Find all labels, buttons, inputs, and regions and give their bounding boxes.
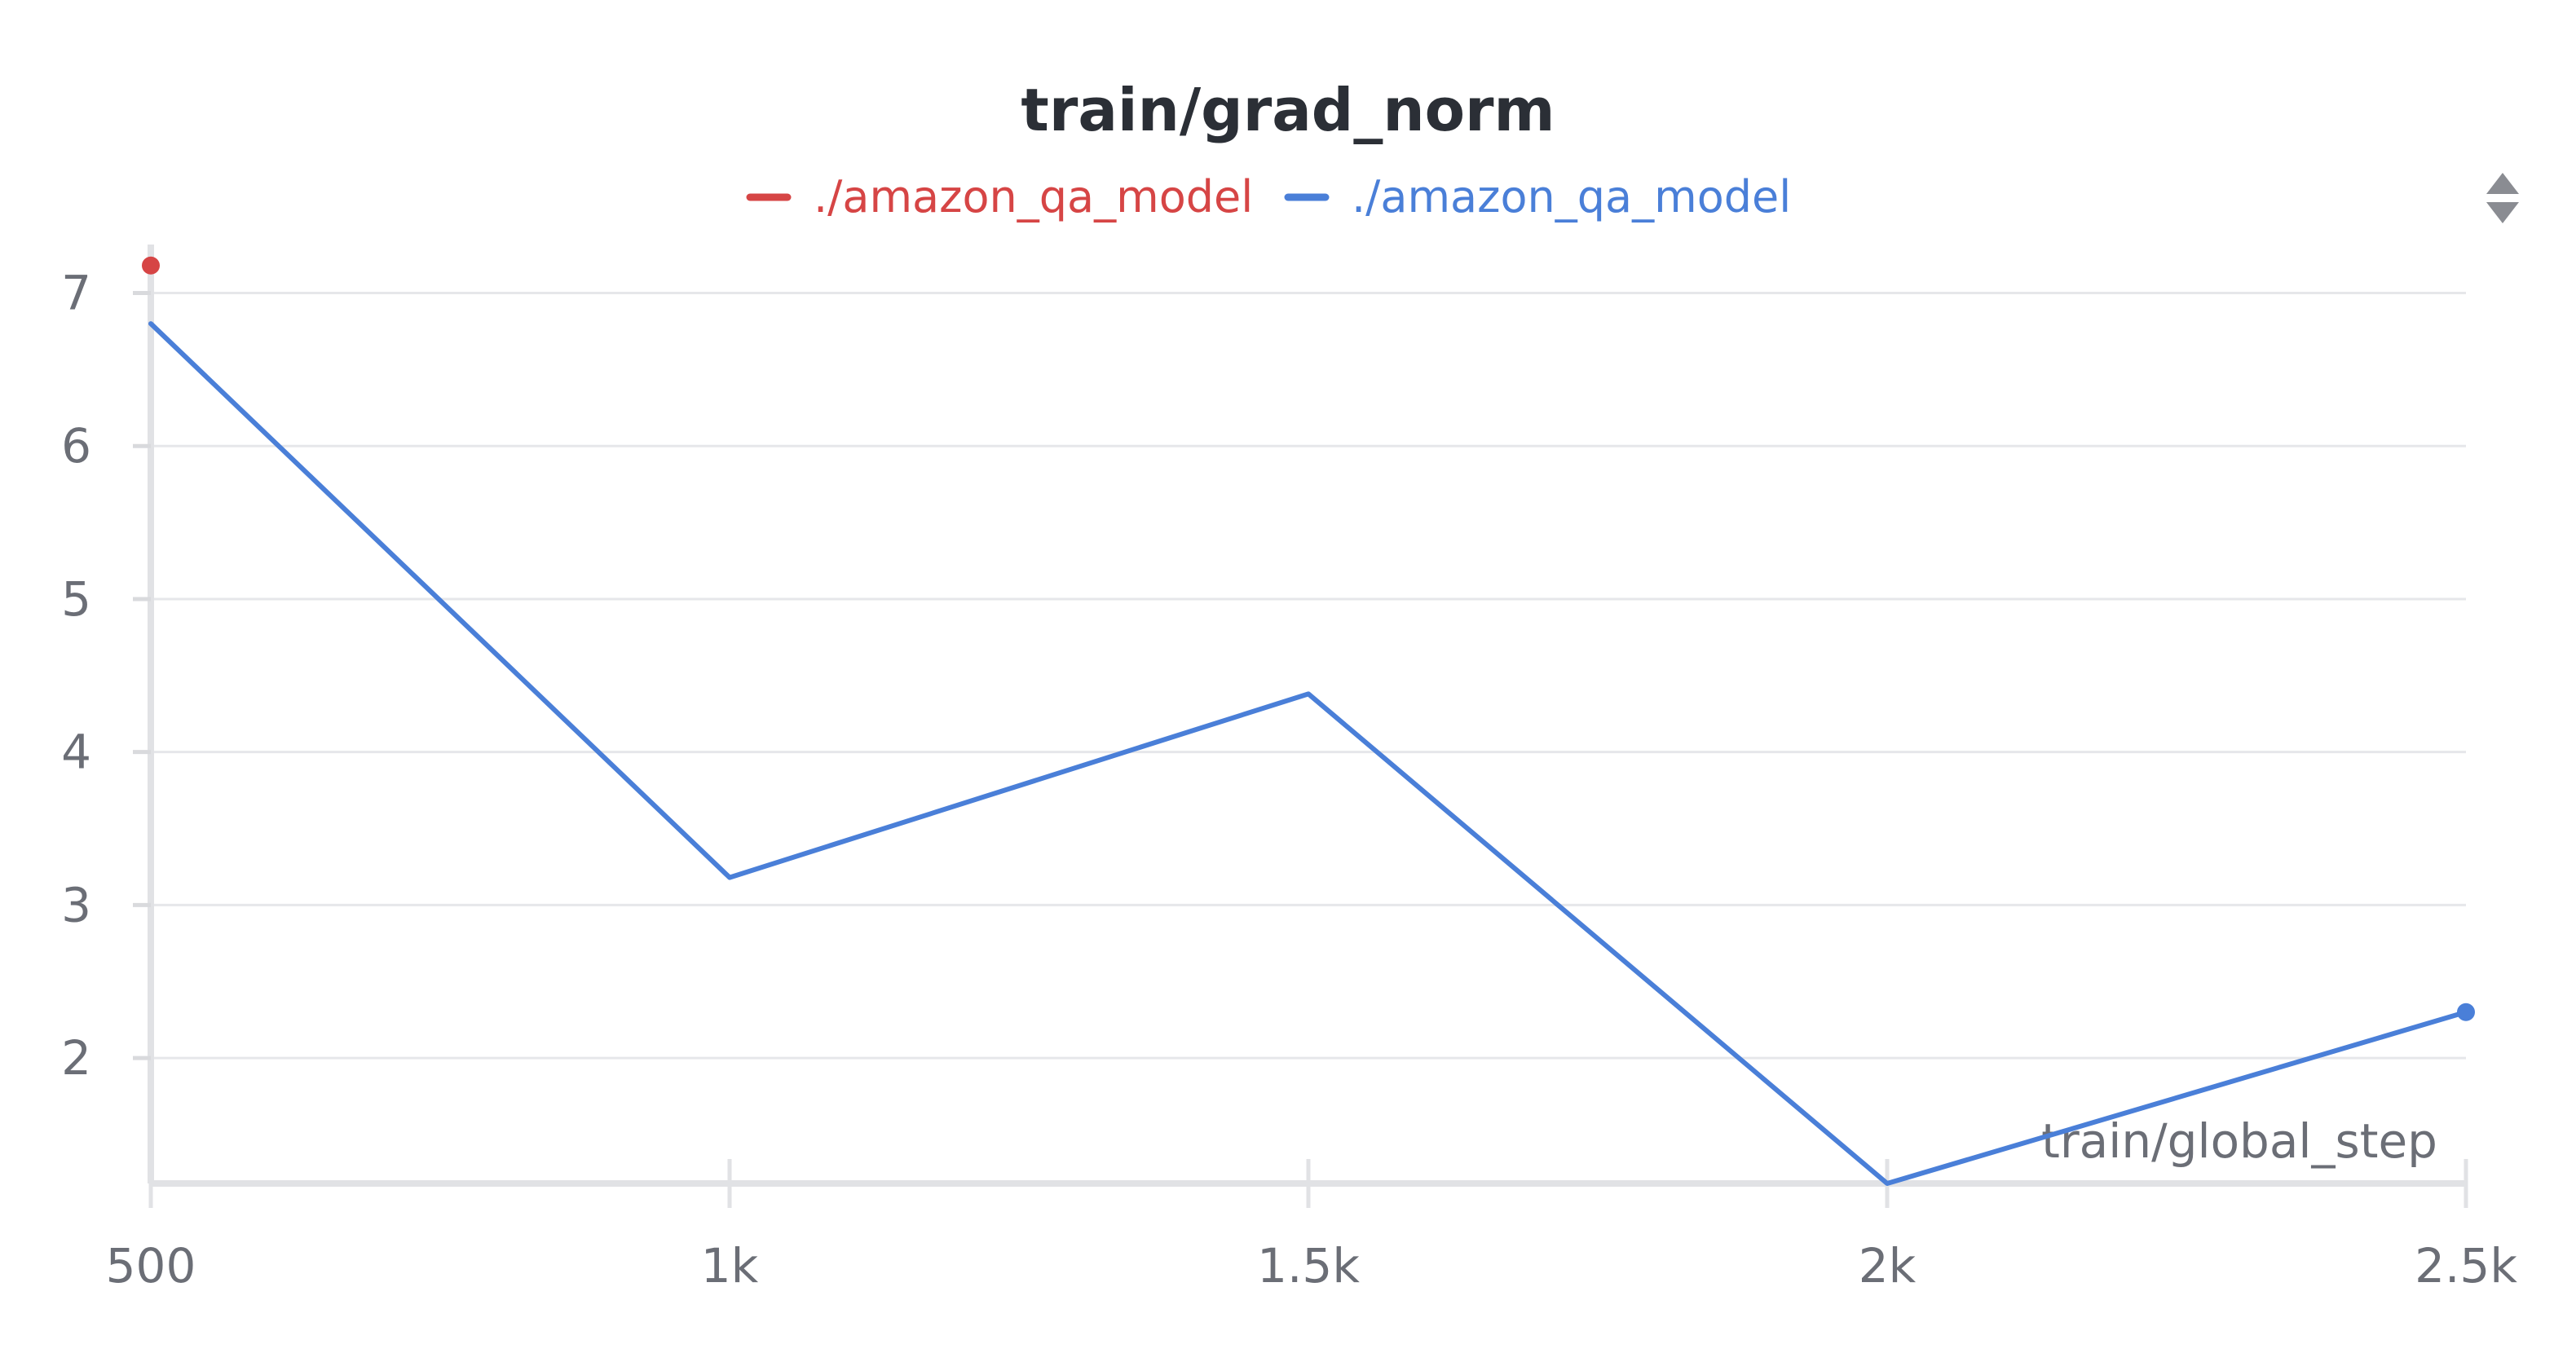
legend-label: ./amazon_qa_model	[814, 171, 1253, 223]
sort-toggle-icon[interactable]	[2486, 173, 2519, 223]
series-point-1	[142, 256, 160, 275]
chart-legend[interactable]: ./amazon_qa_model ./amazon_qa_model	[746, 171, 1791, 223]
x-axis-ticks: 500 1k 1.5k 2k 2.5k	[106, 1159, 2517, 1294]
legend-label: ./amazon_qa_model	[1352, 171, 1791, 223]
chart-title: train/grad_norm	[1021, 76, 1555, 144]
y-tick-label: 4	[61, 725, 91, 780]
x-tick-label: 500	[106, 1238, 196, 1294]
legend-item-1[interactable]: ./amazon_qa_model	[746, 171, 1253, 223]
x-tick-label: 1k	[701, 1238, 759, 1294]
y-tick-label: 7	[61, 266, 91, 321]
series-end-point-2	[2457, 1003, 2475, 1021]
legend-item-2[interactable]: ./amazon_qa_model	[1284, 171, 1791, 223]
y-tick-label: 5	[61, 571, 91, 627]
grid-lines	[151, 292, 2466, 1060]
series-line-2	[148, 321, 2468, 1186]
axes	[148, 245, 2466, 1187]
y-tick-label: 2	[61, 1030, 91, 1086]
y-tick-label: 3	[61, 877, 91, 932]
x-tick-label: 1.5k	[1257, 1238, 1360, 1294]
series-layer	[142, 256, 2475, 1186]
x-axis-label: train/global_step	[2041, 1113, 2437, 1169]
y-tick-label: 6	[61, 418, 91, 474]
y-axis-ticks: 2 3 4 5 6 7	[61, 266, 151, 1086]
x-tick-label: 2k	[1859, 1238, 1917, 1294]
x-tick-label: 2.5k	[2415, 1238, 2517, 1294]
